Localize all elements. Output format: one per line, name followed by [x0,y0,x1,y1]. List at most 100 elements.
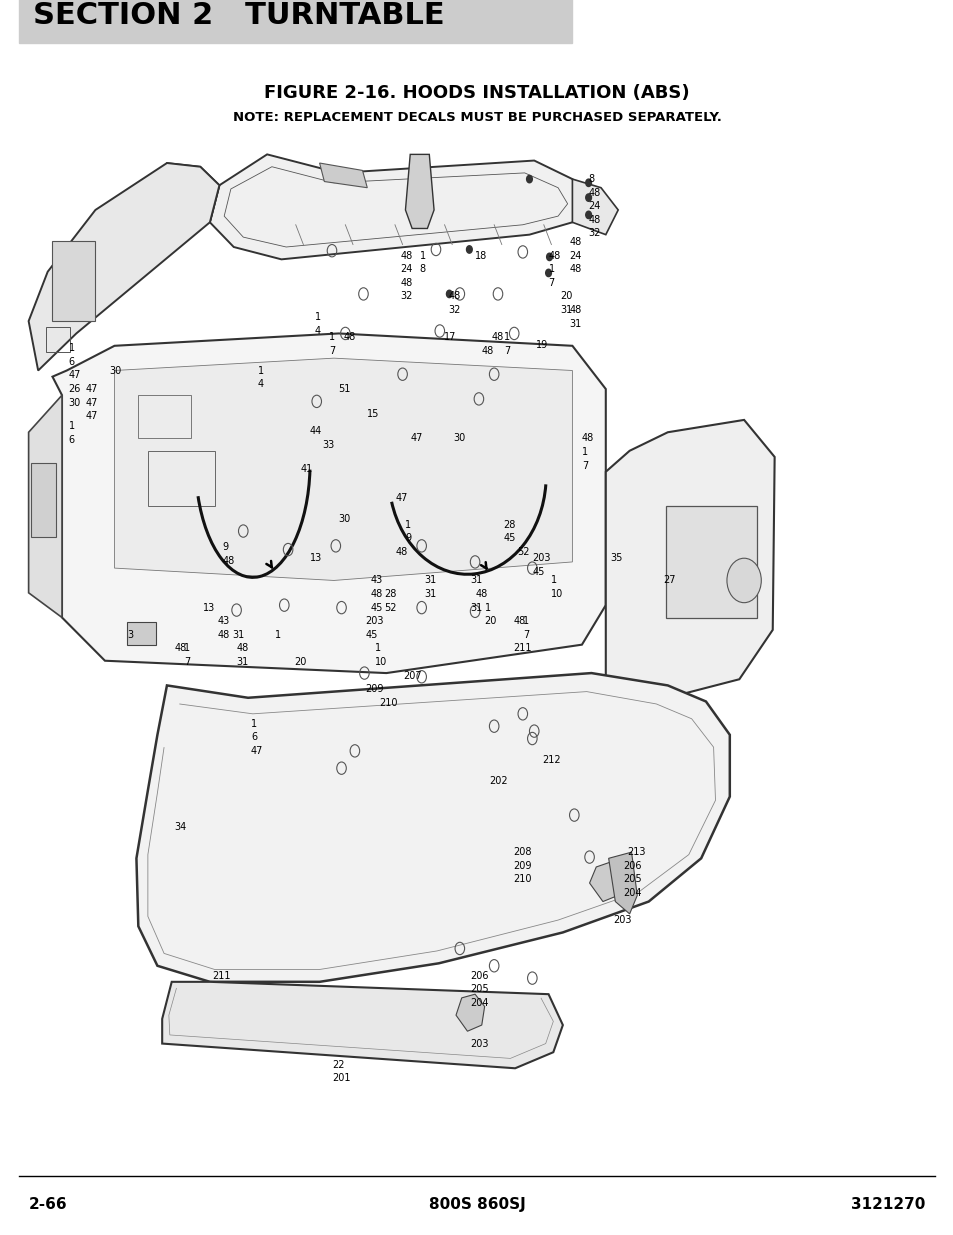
Text: 210: 210 [379,698,397,708]
Text: 30: 30 [110,366,122,375]
Text: 45: 45 [532,567,544,577]
Text: 41: 41 [300,464,313,474]
Bar [127,622,155,645]
Text: 20: 20 [294,657,306,667]
Text: 202: 202 [489,776,508,785]
Text: 17: 17 [443,332,456,342]
Text: 32: 32 [588,228,600,238]
Text: 6: 6 [69,435,74,445]
Text: 1: 1 [503,332,509,342]
Text: 48: 48 [400,278,413,288]
Text: 13: 13 [203,603,215,613]
Text: 47: 47 [86,384,98,394]
Circle shape [585,179,591,186]
Text: 31: 31 [470,603,482,613]
Text: 800S 860SJ: 800S 860SJ [428,1197,525,1212]
Bar [52,241,95,321]
Text: 45: 45 [365,630,377,640]
Text: 32: 32 [448,305,460,315]
Text: 30: 30 [338,514,351,524]
Text: 7: 7 [522,630,529,640]
Text: SECTION 2   TURNTABLE: SECTION 2 TURNTABLE [33,1,444,30]
Text: 31: 31 [470,576,482,585]
Text: 204: 204 [622,888,640,898]
Text: 22: 22 [332,1060,344,1070]
Text: 47: 47 [86,411,98,421]
Text: 1: 1 [257,366,263,375]
Text: 45: 45 [370,603,382,613]
Text: 1: 1 [184,643,190,653]
Polygon shape [210,154,586,259]
Text: 24: 24 [588,201,600,211]
Text: 30: 30 [453,433,465,443]
Text: 47: 47 [69,370,81,380]
Text: 8: 8 [588,174,594,184]
Polygon shape [405,154,434,228]
Text: 1: 1 [405,520,411,530]
Text: 48: 48 [588,188,600,198]
Polygon shape [29,395,62,618]
Text: 48: 48 [370,589,382,599]
Text: 6: 6 [69,357,74,367]
Text: 7: 7 [503,346,510,356]
Text: 48: 48 [491,332,503,342]
Text: 2-66: 2-66 [29,1197,67,1212]
Text: 9: 9 [222,542,228,552]
Text: 203: 203 [365,616,383,626]
Text: 1: 1 [522,616,528,626]
Text: 6: 6 [251,732,256,742]
Text: 31: 31 [232,630,244,640]
Text: 45: 45 [503,534,516,543]
Text: 24: 24 [400,264,413,274]
Polygon shape [136,673,729,982]
Text: 48: 48 [569,264,581,274]
Text: 203: 203 [613,915,631,925]
Text: 203: 203 [470,1039,488,1049]
FancyBboxPatch shape [19,0,572,43]
Text: 32: 32 [400,291,413,301]
Circle shape [466,246,472,253]
Polygon shape [572,179,618,235]
Text: 4: 4 [314,326,320,336]
Text: 48: 48 [581,433,594,443]
Text: 208: 208 [513,847,531,857]
Text: 48: 48 [448,291,460,301]
Circle shape [546,253,552,261]
Text: 7: 7 [581,461,588,471]
Text: 24: 24 [569,251,581,261]
Text: 8: 8 [419,264,425,274]
Text: 1: 1 [329,332,335,342]
Text: 10: 10 [375,657,387,667]
Polygon shape [52,333,605,673]
Text: 31: 31 [559,305,572,315]
Text: 48: 48 [569,305,581,315]
Text: 1: 1 [548,264,554,274]
Bar [148,451,214,506]
Text: 206: 206 [622,861,640,871]
Circle shape [446,290,452,298]
Text: 209: 209 [513,861,531,871]
Text: 48: 48 [236,643,249,653]
Text: 48: 48 [513,616,525,626]
Text: 1: 1 [551,576,557,585]
Text: 207: 207 [403,671,422,680]
Polygon shape [29,163,219,370]
Text: 10: 10 [551,589,563,599]
Polygon shape [589,862,621,902]
Text: 47: 47 [86,398,98,408]
Text: 31: 31 [569,319,581,329]
Circle shape [585,211,591,219]
Polygon shape [608,852,637,914]
Text: 1: 1 [484,603,490,613]
Text: 7: 7 [548,278,555,288]
Text: 31: 31 [424,576,436,585]
Bar [31,463,56,537]
Text: 43: 43 [217,616,230,626]
Polygon shape [114,358,572,580]
Text: 52: 52 [384,603,396,613]
Text: 203: 203 [532,553,550,563]
Text: 1: 1 [251,719,256,729]
Text: 1: 1 [69,343,74,353]
Polygon shape [160,163,219,222]
Text: 7: 7 [184,657,191,667]
